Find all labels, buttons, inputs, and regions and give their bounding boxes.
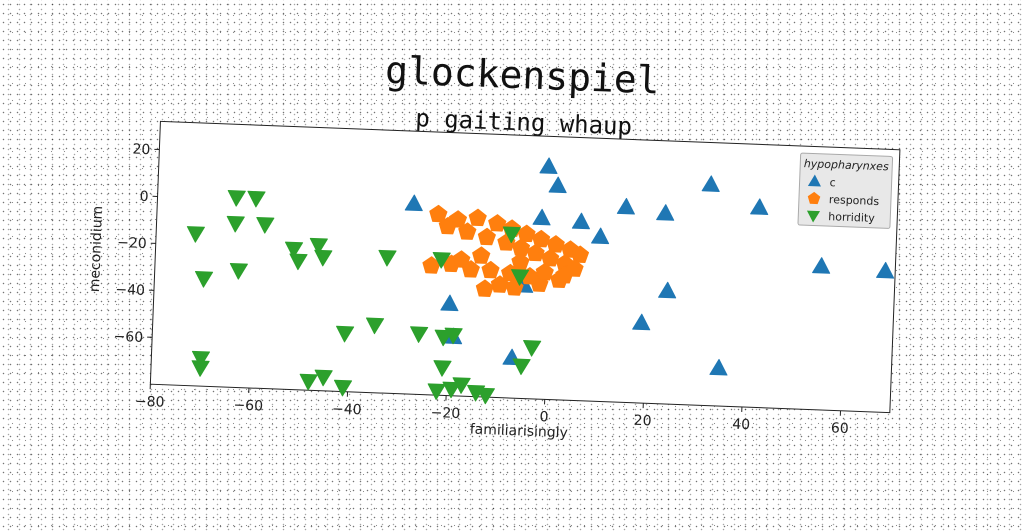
legend-label-horridity: horridity <box>828 210 875 225</box>
y-tick-label: −20 <box>117 235 147 252</box>
x-tick-label: 40 <box>732 417 750 434</box>
y-tick-label: 20 <box>132 142 150 159</box>
legend-label-c: c <box>829 176 836 189</box>
y-tick-label: 0 <box>139 189 149 205</box>
x-tick-label: −60 <box>233 397 263 414</box>
x-tick-label: −80 <box>135 394 165 411</box>
x-tick-label: 0 <box>539 409 549 425</box>
y-tick-label: −60 <box>113 329 143 346</box>
legend-label-responds: responds <box>829 193 880 208</box>
chart-title: glockenspiel <box>384 48 660 103</box>
y-tick-label: −40 <box>115 282 145 299</box>
x-tick-label: −40 <box>332 401 362 418</box>
x-tick-label: 60 <box>831 420 849 437</box>
x-tick-label: 20 <box>633 413 651 430</box>
x-axis-label: familiarisingly <box>469 422 568 442</box>
y-axis-label: meconidium <box>87 205 106 292</box>
x-tick-label: −20 <box>430 405 460 422</box>
